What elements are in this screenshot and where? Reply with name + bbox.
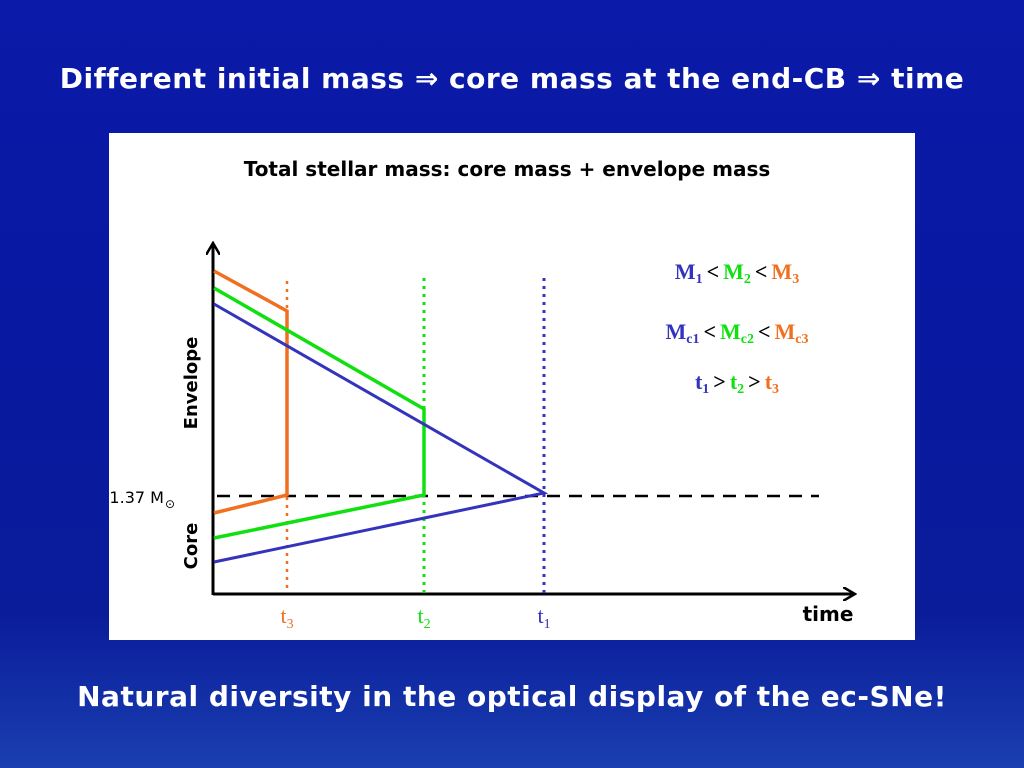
envelope-label: Envelope xyxy=(181,337,202,430)
core-label: Core xyxy=(181,523,202,570)
chandrasekhar-mass-label: 1.37 M⊙ xyxy=(109,488,175,511)
diagram-panel: Total stellar mass: core mass + envelope… xyxy=(109,133,915,640)
sun-symbol: ⊙ xyxy=(165,497,175,511)
star1-mass-curve xyxy=(213,302,549,564)
t-label-3: t3 xyxy=(280,603,293,632)
relation-time: t1 > t2 > t3 xyxy=(695,369,779,397)
star3-mass-curve xyxy=(213,269,289,515)
diagram-svg: Total stellar mass: core mass + envelope… xyxy=(109,157,915,632)
t-label-2: t2 xyxy=(417,603,430,632)
x-axis-label: time xyxy=(803,602,854,626)
slide-title: Different initial mass ⇒ core mass at th… xyxy=(59,62,965,95)
diagram-heading: Total stellar mass: core mass + envelope… xyxy=(244,157,771,181)
star2-mass-curve xyxy=(213,286,426,540)
relation-core: Mc1 < Mc2 < Mc3 xyxy=(665,319,808,347)
t-label-1: t1 xyxy=(537,603,550,632)
relation-mass: M1 < M2 < M3 xyxy=(675,259,799,287)
slide-footer: Natural diversity in the optical display… xyxy=(77,680,947,713)
